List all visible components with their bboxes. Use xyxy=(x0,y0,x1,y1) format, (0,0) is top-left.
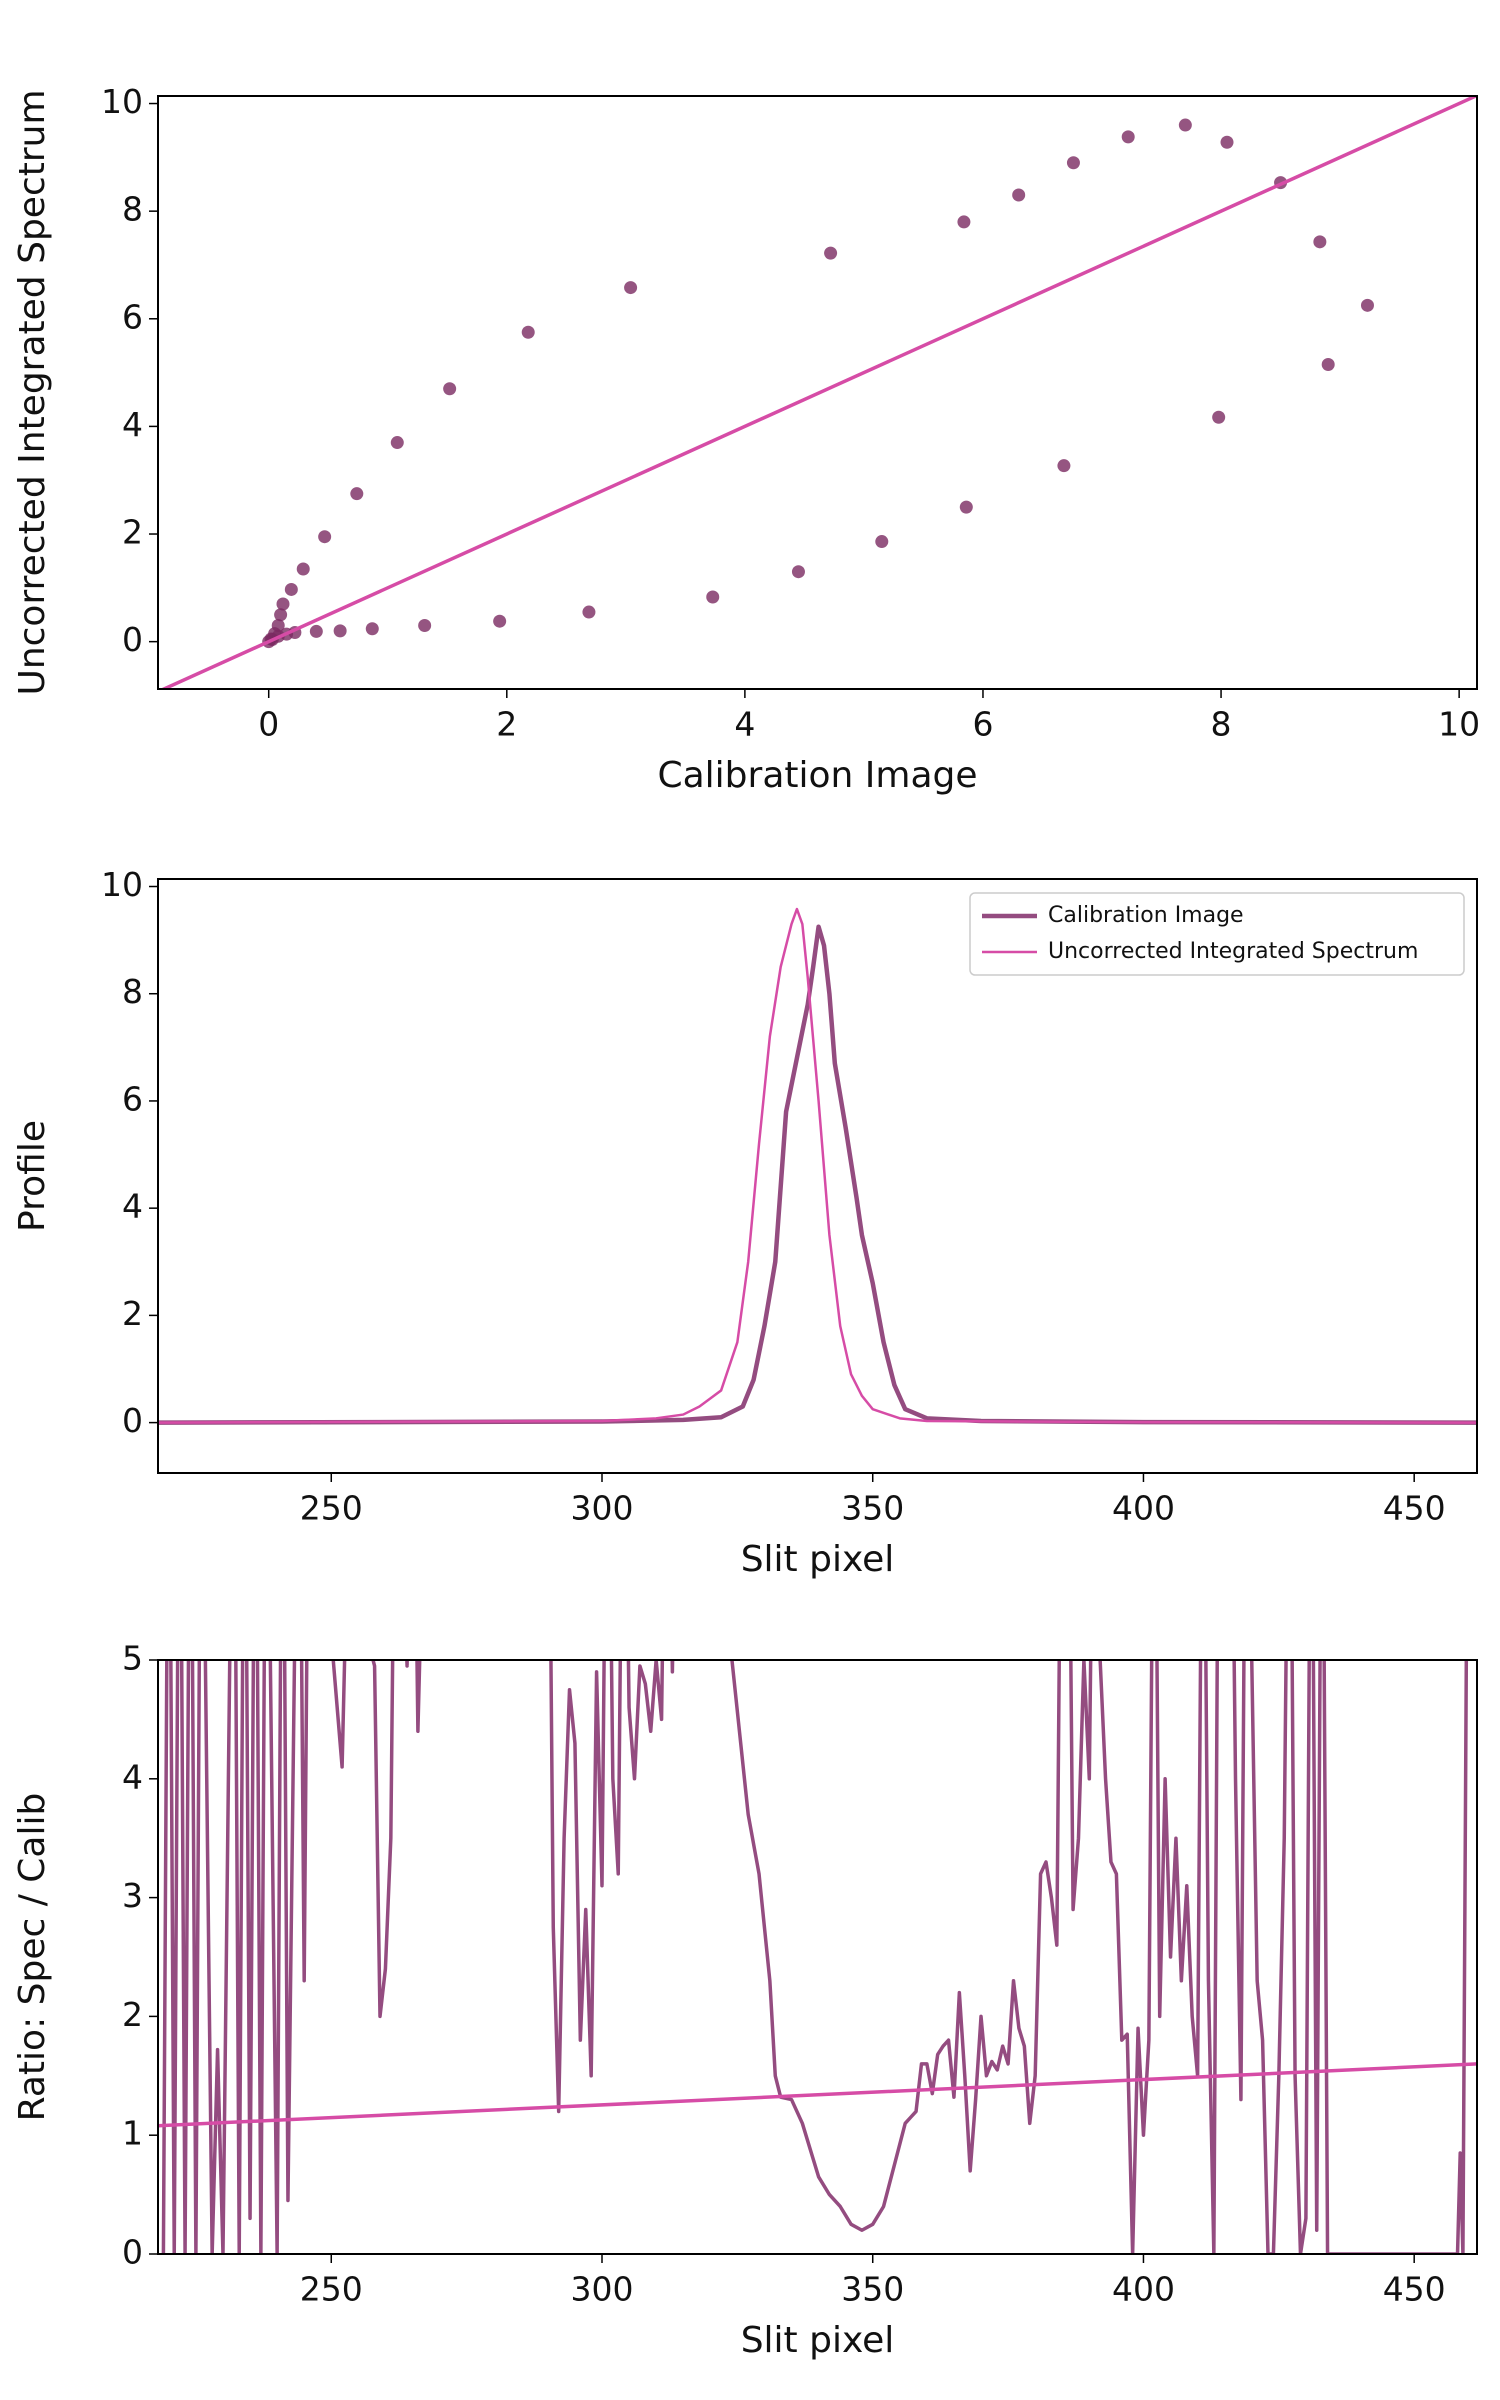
x-tick-label: 450 xyxy=(1383,2270,1446,2309)
scatter-point xyxy=(296,562,310,576)
x-tick-label: 300 xyxy=(570,2270,633,2309)
x-tick-label: 2 xyxy=(496,705,517,744)
y-tick-label: 4 xyxy=(122,405,143,444)
chart: 0 2 4 6 8 10 0 2 4 6 8 10 Calibration Image Uncorrect… xyxy=(12,82,1480,796)
x-tick-label: 250 xyxy=(300,2270,363,2309)
y-tick-label: 2 xyxy=(122,1294,143,1333)
x-tick-label: 0 xyxy=(258,705,279,744)
x-axis-label: Slit pixel xyxy=(741,2320,895,2361)
scatter-point xyxy=(624,281,638,295)
data-line xyxy=(158,924,1477,1425)
x-tick-label: 350 xyxy=(841,2270,904,2309)
plot-area xyxy=(158,907,1477,1425)
data-line xyxy=(158,2062,1477,2128)
scatter-point xyxy=(333,624,347,638)
data-line xyxy=(159,96,1477,689)
scatter-point xyxy=(957,215,971,229)
x-tick-label: 350 xyxy=(841,1489,904,1528)
chart: 250 300 350 400 450 0 1 2 3 4 5 Slit pixel Ratio: Sp… xyxy=(12,1639,1478,2361)
scatter-point xyxy=(521,325,535,339)
x-tick-label: 8 xyxy=(1211,705,1232,744)
y-tick-label: 8 xyxy=(122,972,143,1011)
x-axis-label: Calibration Image xyxy=(657,755,977,796)
scatter-point xyxy=(706,590,720,604)
y-tick-label: 6 xyxy=(122,1079,143,1118)
y-tick-label: 1 xyxy=(122,2114,143,2153)
scatter-point xyxy=(1220,135,1234,149)
scatter-point xyxy=(1178,118,1192,132)
y-tick-label: 0 xyxy=(122,2233,143,2272)
y-tick-label: 4 xyxy=(122,1187,143,1226)
y-tick-label: 4 xyxy=(122,1757,143,1796)
x-tick-label: 400 xyxy=(1112,2270,1175,2309)
scatter-point xyxy=(350,487,364,501)
scatter-point xyxy=(276,597,290,611)
plot-area xyxy=(159,96,1477,689)
x-tick-label: 400 xyxy=(1112,1489,1175,1528)
y-tick-label: 5 xyxy=(122,1639,143,1678)
scatter-point xyxy=(309,624,323,638)
x-tick-label: 10 xyxy=(1438,705,1480,744)
scatter-point xyxy=(1360,298,1374,312)
y-axis-label: Uncorrected Integrated Spectrum xyxy=(12,89,53,695)
scatter-point xyxy=(493,614,507,628)
scatter-point xyxy=(1012,188,1026,202)
scatter-point xyxy=(274,608,288,622)
scatter-point xyxy=(318,530,332,544)
scatter-point xyxy=(791,565,805,579)
legend-label: Calibration Image xyxy=(1048,903,1244,928)
x-tick-label: 4 xyxy=(734,705,755,744)
scatter-point xyxy=(1313,235,1327,249)
data-line xyxy=(161,1660,1469,2254)
plot-area xyxy=(158,1660,1477,2254)
y-tick-label: 6 xyxy=(122,297,143,336)
scatter-point xyxy=(418,619,432,633)
y-tick-label: 2 xyxy=(122,513,143,552)
x-axis-label: Slit pixel xyxy=(741,1539,895,1580)
scatter-point xyxy=(959,500,973,514)
data-line xyxy=(158,907,1477,1424)
legend-label: Uncorrected Integrated Spectrum xyxy=(1048,939,1418,964)
y-axis-label: Profile xyxy=(12,1120,53,1232)
scatter-point xyxy=(875,535,889,549)
y-tick-label: 0 xyxy=(122,1401,143,1440)
scatter-point xyxy=(390,436,404,450)
plot-frame xyxy=(157,878,1478,1474)
scatter-point xyxy=(1212,410,1226,424)
y-tick-label: 8 xyxy=(122,190,143,229)
scatter-point xyxy=(443,382,457,396)
scatter-point xyxy=(582,605,596,619)
scatter-point xyxy=(365,622,379,636)
scatter-point xyxy=(824,246,838,260)
legend: Calibration Image Uncorrected Integrated … xyxy=(969,892,1465,976)
scatter-point xyxy=(1321,358,1335,372)
scatter-point xyxy=(284,582,298,596)
y-tick-label: 3 xyxy=(122,1876,143,1915)
scatter-point xyxy=(1057,459,1071,473)
scatter-point xyxy=(1121,130,1135,144)
plot-frame xyxy=(157,1659,1478,2255)
x-tick-label: 450 xyxy=(1383,1489,1446,1528)
y-tick-label: 10 xyxy=(101,82,143,121)
scatter-point xyxy=(1066,156,1080,170)
plot-frame xyxy=(157,95,1478,690)
y-axis-label: Ratio: Spec / Calib xyxy=(12,1793,53,2122)
chart: 250 300 350 400 450 0 2 4 6 8 10 Slit pixel Profile C… xyxy=(12,865,1478,1580)
y-tick-label: 10 xyxy=(101,865,143,904)
y-tick-label: 0 xyxy=(122,620,143,659)
x-tick-label: 300 xyxy=(570,1489,633,1528)
x-tick-label: 6 xyxy=(972,705,993,744)
scatter-point xyxy=(271,619,285,633)
x-tick-label: 250 xyxy=(300,1489,363,1528)
legend-box xyxy=(969,892,1465,976)
y-tick-label: 2 xyxy=(122,1995,143,2034)
